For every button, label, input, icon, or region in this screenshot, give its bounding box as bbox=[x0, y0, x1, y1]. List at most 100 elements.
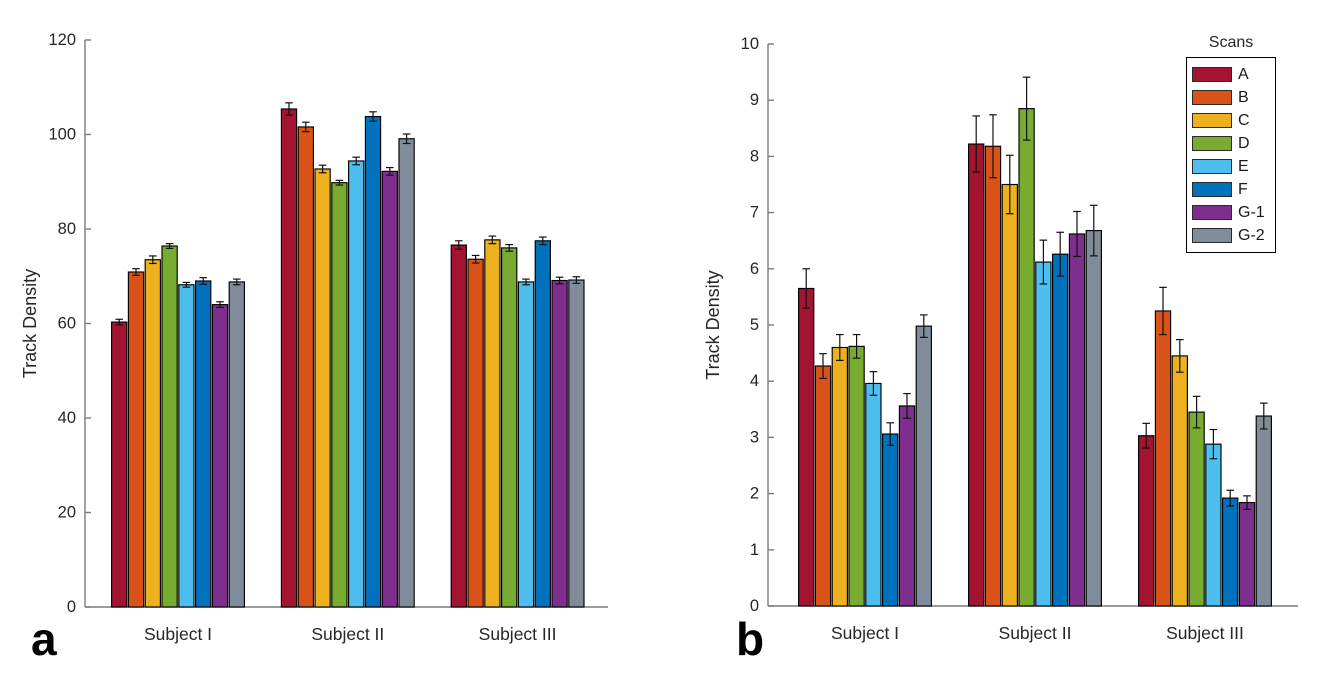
y-tick-label: 5 bbox=[750, 316, 759, 334]
legend-swatch bbox=[1192, 136, 1232, 151]
bar-G-2-Subject II bbox=[398, 138, 415, 608]
bar-B-Subject II bbox=[984, 145, 1002, 607]
y-tick-label: 60 bbox=[58, 315, 76, 333]
legend-entry: C bbox=[1192, 109, 1275, 132]
bar-D-Subject II bbox=[1018, 108, 1035, 607]
y-tick-label: 4 bbox=[750, 372, 759, 390]
legend-swatch bbox=[1192, 182, 1232, 197]
bar-A-Subject II bbox=[968, 143, 985, 607]
y-tick-label: 120 bbox=[48, 31, 76, 49]
bar-C-Subject II bbox=[1001, 183, 1018, 607]
bar-E-Subject II bbox=[348, 160, 365, 608]
bar-E-Subject II bbox=[1035, 261, 1052, 607]
bar-B-Subject I bbox=[814, 365, 832, 607]
bar-D-Subject I bbox=[848, 345, 865, 607]
legend-swatch bbox=[1192, 113, 1232, 128]
bar-G-1-Subject III bbox=[551, 279, 568, 608]
bar-A-Subject I bbox=[798, 287, 815, 607]
bar-G-2-Subject III bbox=[568, 279, 585, 608]
y-tick-label: 100 bbox=[48, 126, 76, 144]
bar-A-Subject II bbox=[280, 108, 298, 608]
bar-E-Subject III bbox=[1205, 443, 1222, 607]
legend-label: G-2 bbox=[1238, 226, 1265, 244]
bar-D-Subject III bbox=[501, 247, 518, 608]
legend-entry: E bbox=[1192, 155, 1275, 178]
y-tick-label: 0 bbox=[67, 598, 76, 616]
y-tick-label: 20 bbox=[58, 504, 76, 522]
bar-G-1-Subject I bbox=[898, 405, 916, 607]
bar-C-Subject I bbox=[831, 346, 848, 607]
y-tick-label: 7 bbox=[750, 204, 759, 222]
bar-F-Subject II bbox=[1052, 253, 1069, 607]
bar-G-1-Subject II bbox=[381, 170, 398, 608]
bar-F-Subject II bbox=[364, 115, 382, 608]
category-label: Subject III bbox=[1166, 623, 1244, 643]
y-tick-label: 3 bbox=[750, 428, 759, 446]
y-tick-label: 80 bbox=[58, 220, 76, 238]
bar-F-Subject I bbox=[195, 280, 212, 608]
category-label: Subject II bbox=[999, 623, 1072, 643]
legend-swatch bbox=[1192, 67, 1232, 82]
bar-D-Subject II bbox=[331, 182, 348, 608]
legend-label: F bbox=[1238, 180, 1248, 198]
bar-G-2-Subject I bbox=[915, 325, 932, 607]
bar-G-2-Subject I bbox=[228, 281, 245, 608]
legend-entry: A bbox=[1192, 63, 1275, 86]
panel-letter-b: b bbox=[736, 613, 765, 665]
bar-C-Subject III bbox=[484, 239, 501, 608]
legend-label: G-1 bbox=[1238, 203, 1265, 221]
legend-label: E bbox=[1238, 157, 1249, 175]
bar-F-Subject III bbox=[1222, 497, 1239, 607]
y-tick-label: 0 bbox=[750, 597, 759, 615]
y-tick-label: 9 bbox=[750, 91, 759, 109]
category-label: Subject III bbox=[479, 624, 557, 644]
bar-G-2-Subject II bbox=[1085, 230, 1102, 607]
bar-G-1-Subject I bbox=[211, 304, 229, 608]
bar-A-Subject III bbox=[1138, 435, 1155, 607]
legend-entry: D bbox=[1192, 132, 1275, 155]
legend-swatch bbox=[1192, 205, 1232, 220]
legend-label: D bbox=[1238, 134, 1250, 152]
y-axis-label: Track Density bbox=[703, 270, 723, 379]
chart-b: 0 1 2 3 4 5 6 7 8 9 10 Track Density Subject I Subjec… bbox=[703, 35, 1298, 643]
legend-entries: A B C D E F G-1 G-2 bbox=[1186, 57, 1276, 253]
y-tick-label: 8 bbox=[750, 147, 759, 165]
legend-title: Scans bbox=[1208, 34, 1254, 51]
panel-letter-a: a bbox=[31, 613, 57, 665]
bar-E-Subject III bbox=[517, 281, 535, 608]
bar-C-Subject II bbox=[314, 168, 331, 608]
bar-B-Subject III bbox=[467, 258, 484, 608]
bar-B-Subject I bbox=[127, 271, 145, 608]
y-tick-label: 10 bbox=[741, 35, 759, 53]
bar-E-Subject I bbox=[178, 284, 195, 608]
bar-G-1-Subject II bbox=[1068, 233, 1086, 607]
y-tick-label: 1 bbox=[750, 541, 759, 559]
bar-F-Subject I bbox=[882, 433, 899, 607]
legend-entry: B bbox=[1192, 86, 1275, 109]
category-label: Subject I bbox=[144, 624, 212, 644]
legend-entry: F bbox=[1192, 178, 1275, 201]
legend-entry: G-2 bbox=[1192, 224, 1275, 247]
y-tick-label: 6 bbox=[750, 260, 759, 278]
chart-a: 0 20 40 60 80 100 120 Track Density Subject I Sub… bbox=[20, 31, 608, 644]
legend-swatch bbox=[1192, 159, 1232, 174]
legend-entry: G-1 bbox=[1192, 201, 1275, 224]
category-label: Subject II bbox=[311, 624, 384, 644]
bar-F-Subject III bbox=[534, 240, 551, 608]
bar-C-Subject I bbox=[144, 259, 161, 608]
bar-A-Subject I bbox=[111, 321, 128, 608]
legend: Scans A B C D E F G-1 G-2 bbox=[1186, 34, 1276, 253]
legend-label: C bbox=[1238, 111, 1250, 129]
bar-D-Subject I bbox=[161, 245, 178, 608]
bar-B-Subject III bbox=[1154, 310, 1172, 607]
bar-A-Subject III bbox=[450, 244, 467, 608]
category-label: Subject I bbox=[831, 623, 899, 643]
bar-G-2-Subject III bbox=[1255, 415, 1272, 607]
legend-label: A bbox=[1238, 65, 1249, 83]
bar-B-Subject II bbox=[297, 126, 314, 608]
bar-E-Subject I bbox=[865, 382, 882, 607]
y-axis-label: Track Density bbox=[20, 269, 40, 378]
y-tick-label: 40 bbox=[58, 409, 76, 427]
